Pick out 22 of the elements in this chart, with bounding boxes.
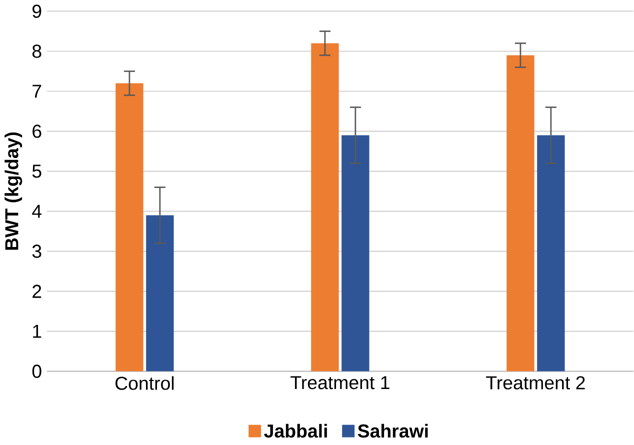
bar <box>537 135 565 372</box>
bar <box>311 43 339 372</box>
legend-label: Jabbali <box>264 424 327 438</box>
y-tick-label: 7 <box>32 84 42 98</box>
y-tick-label: 8 <box>32 44 42 58</box>
y-tick-label: 1 <box>33 324 42 338</box>
x-tick-label: Treatment 2 <box>486 376 585 390</box>
y-tick-label: 5 <box>32 164 42 178</box>
legend-label: Sahrawi <box>358 424 428 438</box>
y-tick-label: 9 <box>32 4 42 18</box>
y-tick-label: 2 <box>32 284 42 298</box>
x-tick-label: Control <box>116 376 174 390</box>
bar <box>342 135 370 372</box>
y-axis-title: BWT (kg/day) <box>4 132 22 250</box>
x-tick-label: Treatment 1 <box>290 376 390 390</box>
bar <box>116 83 144 372</box>
y-tick-label: 3 <box>32 244 42 258</box>
y-tick-label: 6 <box>32 124 42 138</box>
bar <box>506 55 534 372</box>
bar <box>146 215 174 372</box>
y-tick-label: 4 <box>32 204 42 218</box>
y-tick-label: 0 <box>32 364 42 378</box>
